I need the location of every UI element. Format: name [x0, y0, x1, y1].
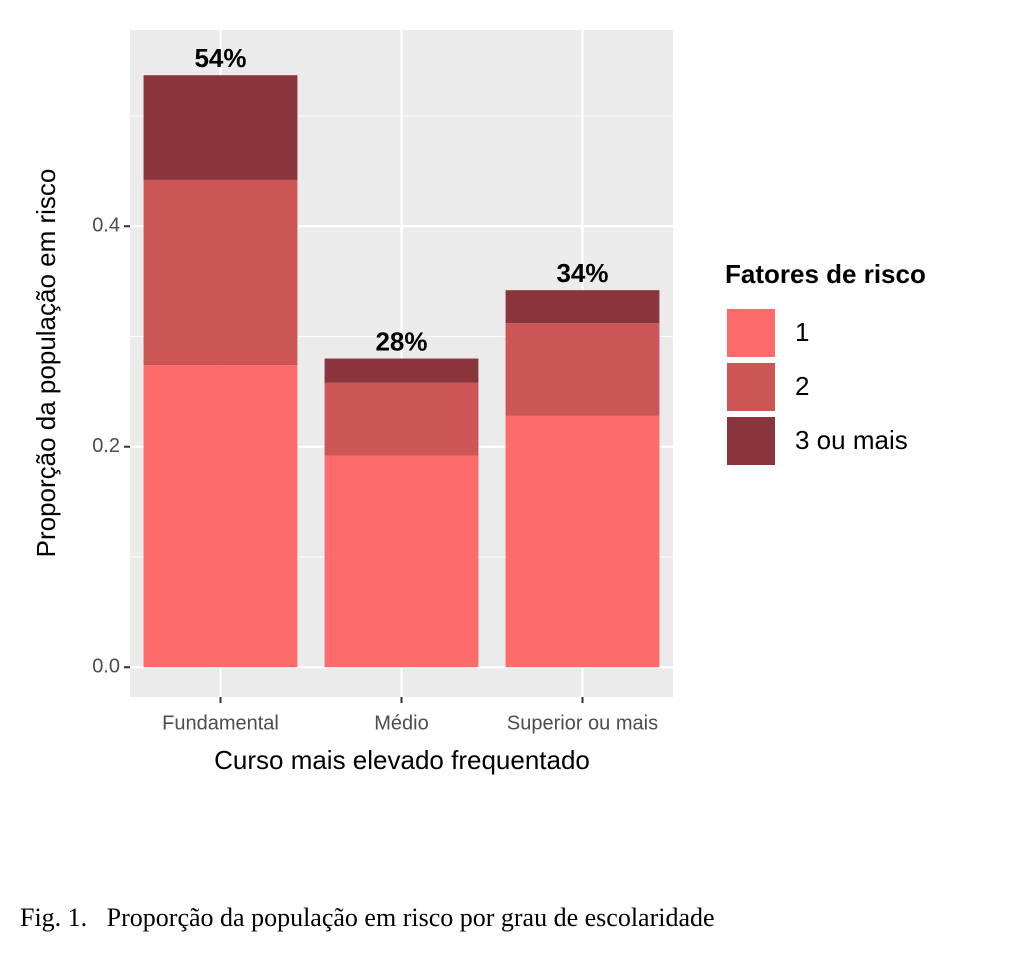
legend-title: Fatores de risco	[725, 259, 926, 289]
bar-segment	[324, 358, 479, 383]
x-axis-title: Curso mais elevado frequentado	[214, 745, 590, 775]
x-tick-label: Médio	[374, 712, 428, 734]
legend-key	[725, 307, 777, 359]
legend-key	[725, 415, 777, 467]
total-label: 54%	[194, 43, 246, 73]
caption: Fig. 1. Proporção da população em risco …	[20, 903, 715, 932]
x-tick-label: Superior ou mais	[507, 712, 658, 734]
bar-segment	[143, 179, 298, 366]
legend-key	[725, 361, 777, 413]
legend-label: 1	[795, 317, 809, 347]
bar-segment	[505, 323, 660, 416]
bar-segment	[143, 75, 298, 180]
total-label: 34%	[556, 258, 608, 288]
y-axis-title: Proporção da população em risco	[31, 169, 61, 558]
bar-segment	[505, 290, 660, 324]
bar-segment	[324, 455, 479, 668]
total-label: 28%	[375, 326, 427, 356]
y-tick-label: 0.4	[92, 215, 120, 237]
bar-segment	[324, 382, 479, 456]
legend-label: 2	[795, 371, 809, 401]
y-tick-label: 0.2	[92, 435, 120, 457]
bar-segment	[143, 365, 298, 668]
x-tick-label: Fundamental	[162, 712, 279, 734]
bar-segment	[505, 415, 660, 668]
y-tick-label: 0.0	[92, 656, 120, 678]
legend-label: 3 ou mais	[795, 425, 908, 455]
